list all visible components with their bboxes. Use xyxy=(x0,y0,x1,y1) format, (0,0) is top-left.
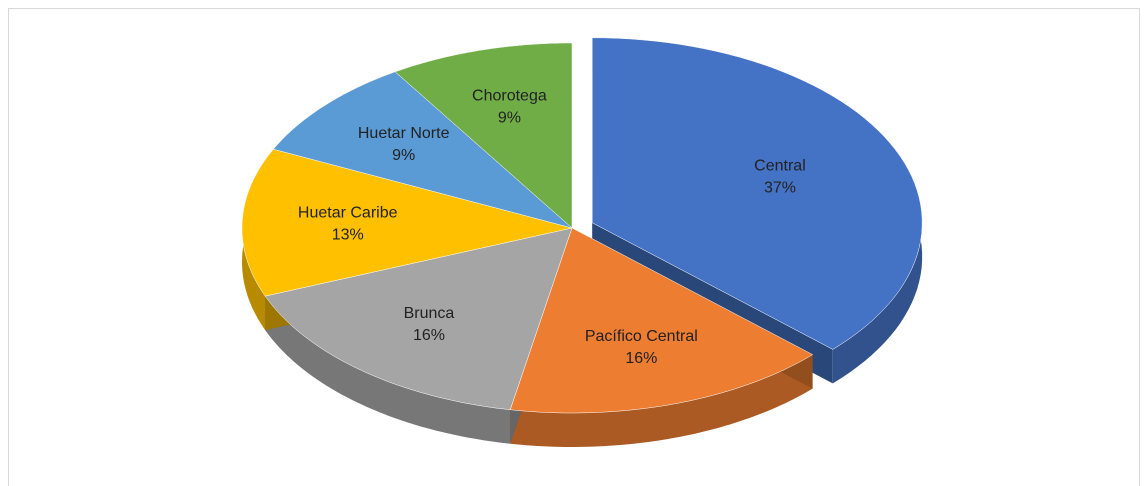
slice-label: Brunca xyxy=(404,305,455,322)
slice-value-label: 16% xyxy=(625,350,657,367)
slice-label: Huetar Norte xyxy=(358,125,450,142)
slice xyxy=(272,71,573,229)
slice-value-label: 37% xyxy=(764,179,796,196)
slice xyxy=(241,148,573,297)
slice xyxy=(509,227,814,414)
slice-value-label: 9% xyxy=(392,147,415,164)
slice xyxy=(264,227,573,410)
slice-label: Pacífico Central xyxy=(585,328,698,345)
slice-side xyxy=(265,296,511,444)
slice-side xyxy=(510,354,813,447)
slice xyxy=(591,37,923,350)
slice-label: Chorotega xyxy=(472,87,547,104)
slice-label: Central xyxy=(754,157,806,174)
slice-label: Huetar Caribe xyxy=(298,204,398,221)
slice-value-label: 13% xyxy=(332,226,364,243)
slice-value-label: 9% xyxy=(498,109,521,126)
slice xyxy=(394,42,573,229)
slice-value-label: 16% xyxy=(413,327,445,344)
